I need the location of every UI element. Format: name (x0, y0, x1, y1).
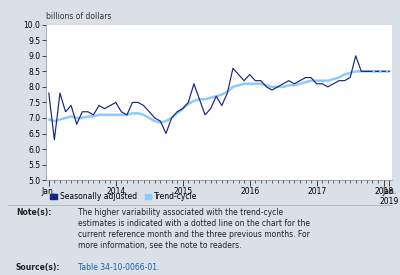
Text: The higher variability associated with the trend-cycle
estimates is indicated wi: The higher variability associated with t… (78, 208, 310, 250)
Text: Table 34-10-0066-01.: Table 34-10-0066-01. (78, 263, 159, 272)
Text: Source(s):: Source(s): (16, 263, 60, 272)
Legend: Seasonally adjusted, Trend-cycle: Seasonally adjusted, Trend-cycle (50, 192, 198, 201)
Text: Note(s):: Note(s): (16, 208, 51, 217)
Text: billions of dollars: billions of dollars (46, 12, 112, 21)
